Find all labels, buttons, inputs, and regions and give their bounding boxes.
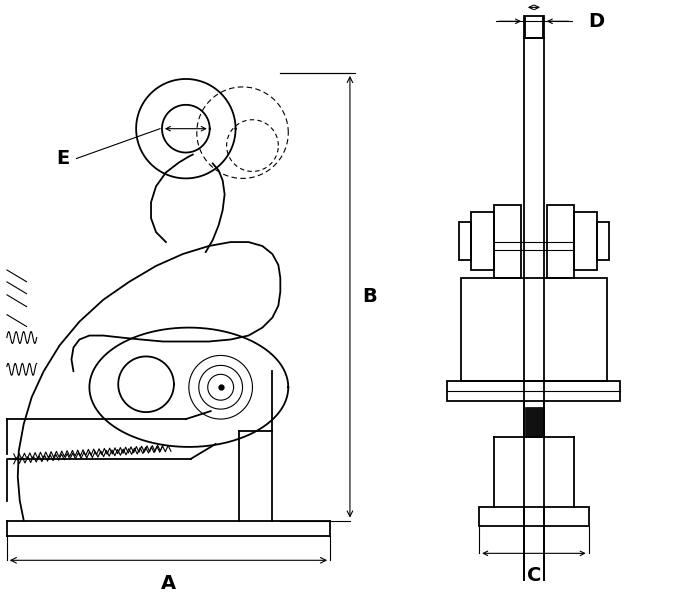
- Bar: [471, 212, 494, 270]
- Bar: [494, 205, 521, 278]
- Bar: [525, 407, 543, 437]
- Text: A: A: [161, 574, 176, 593]
- Bar: [596, 222, 609, 260]
- Text: D: D: [588, 12, 605, 31]
- Bar: [547, 205, 573, 278]
- Bar: [573, 212, 596, 270]
- Text: B: B: [362, 287, 376, 306]
- Text: E: E: [56, 149, 70, 168]
- Bar: [459, 222, 471, 260]
- Text: C: C: [527, 566, 541, 585]
- Bar: [447, 381, 620, 401]
- Bar: [525, 16, 543, 38]
- Bar: [479, 506, 588, 526]
- Bar: [461, 278, 607, 381]
